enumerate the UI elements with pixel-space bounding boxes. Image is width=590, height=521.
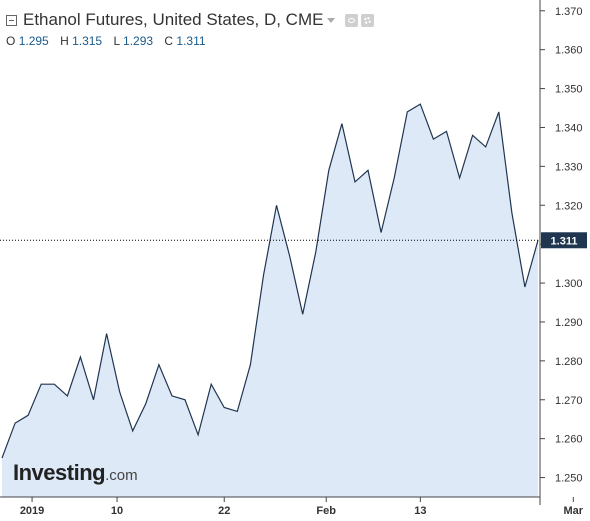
ohlc-close-value: 1.311 (176, 34, 206, 48)
last-price-label: 1.311 (551, 235, 578, 247)
x-tick-label: 22 (218, 505, 230, 517)
y-tick-label: 1.350 (555, 84, 583, 96)
ohlc-open-key: O (6, 34, 16, 48)
last-price-badge (541, 232, 587, 249)
x-tick-label: Feb (316, 505, 336, 517)
logo-suffix: .com (105, 467, 138, 484)
x-tick-label: 2019 (20, 505, 44, 517)
chart-header: Ethanol Futures, United States, D, CME (6, 10, 377, 30)
gear-icon[interactable] (361, 13, 375, 27)
y-tick-label: 1.340 (555, 122, 583, 134)
price-area (2, 104, 538, 497)
x-tick-label: 13 (414, 505, 426, 517)
y-tick-label: 1.320 (555, 200, 583, 212)
ohlc-low-key: L (113, 34, 120, 48)
ohlc-readout: O 1.295 H 1.315 L 1.293 C 1.311 (6, 34, 214, 48)
investing-logo: Investing.com (13, 460, 138, 486)
y-tick-label: 1.280 (555, 356, 583, 368)
y-tick-label: 1.360 (555, 45, 583, 57)
ohlc-close-key: C (164, 34, 174, 48)
ohlc-low-value: 1.293 (123, 34, 154, 48)
x-tick-label: 10 (111, 505, 123, 517)
y-tick-label: 1.300 (555, 278, 583, 290)
logo-main: Investing (13, 460, 106, 485)
y-tick-label: 1.270 (555, 395, 583, 407)
y-tick-label: 1.260 (555, 434, 583, 446)
collapse-icon[interactable] (6, 14, 17, 26)
y-tick-label: 1.290 (555, 317, 583, 329)
ohlc-open-value: 1.295 (18, 34, 49, 48)
y-tick-label: 1.250 (555, 473, 583, 485)
chevron-down-icon[interactable] (327, 17, 336, 23)
y-tick-label: 1.330 (555, 161, 583, 173)
eye-icon[interactable] (345, 13, 359, 27)
ohlc-high-key: H (60, 34, 69, 48)
chart-title: Ethanol Futures, United States, D, CME (23, 10, 324, 29)
y-tick-label: 1.370 (555, 6, 583, 18)
ohlc-high-value: 1.315 (72, 34, 103, 48)
x-tick-label: Mar (564, 505, 584, 517)
